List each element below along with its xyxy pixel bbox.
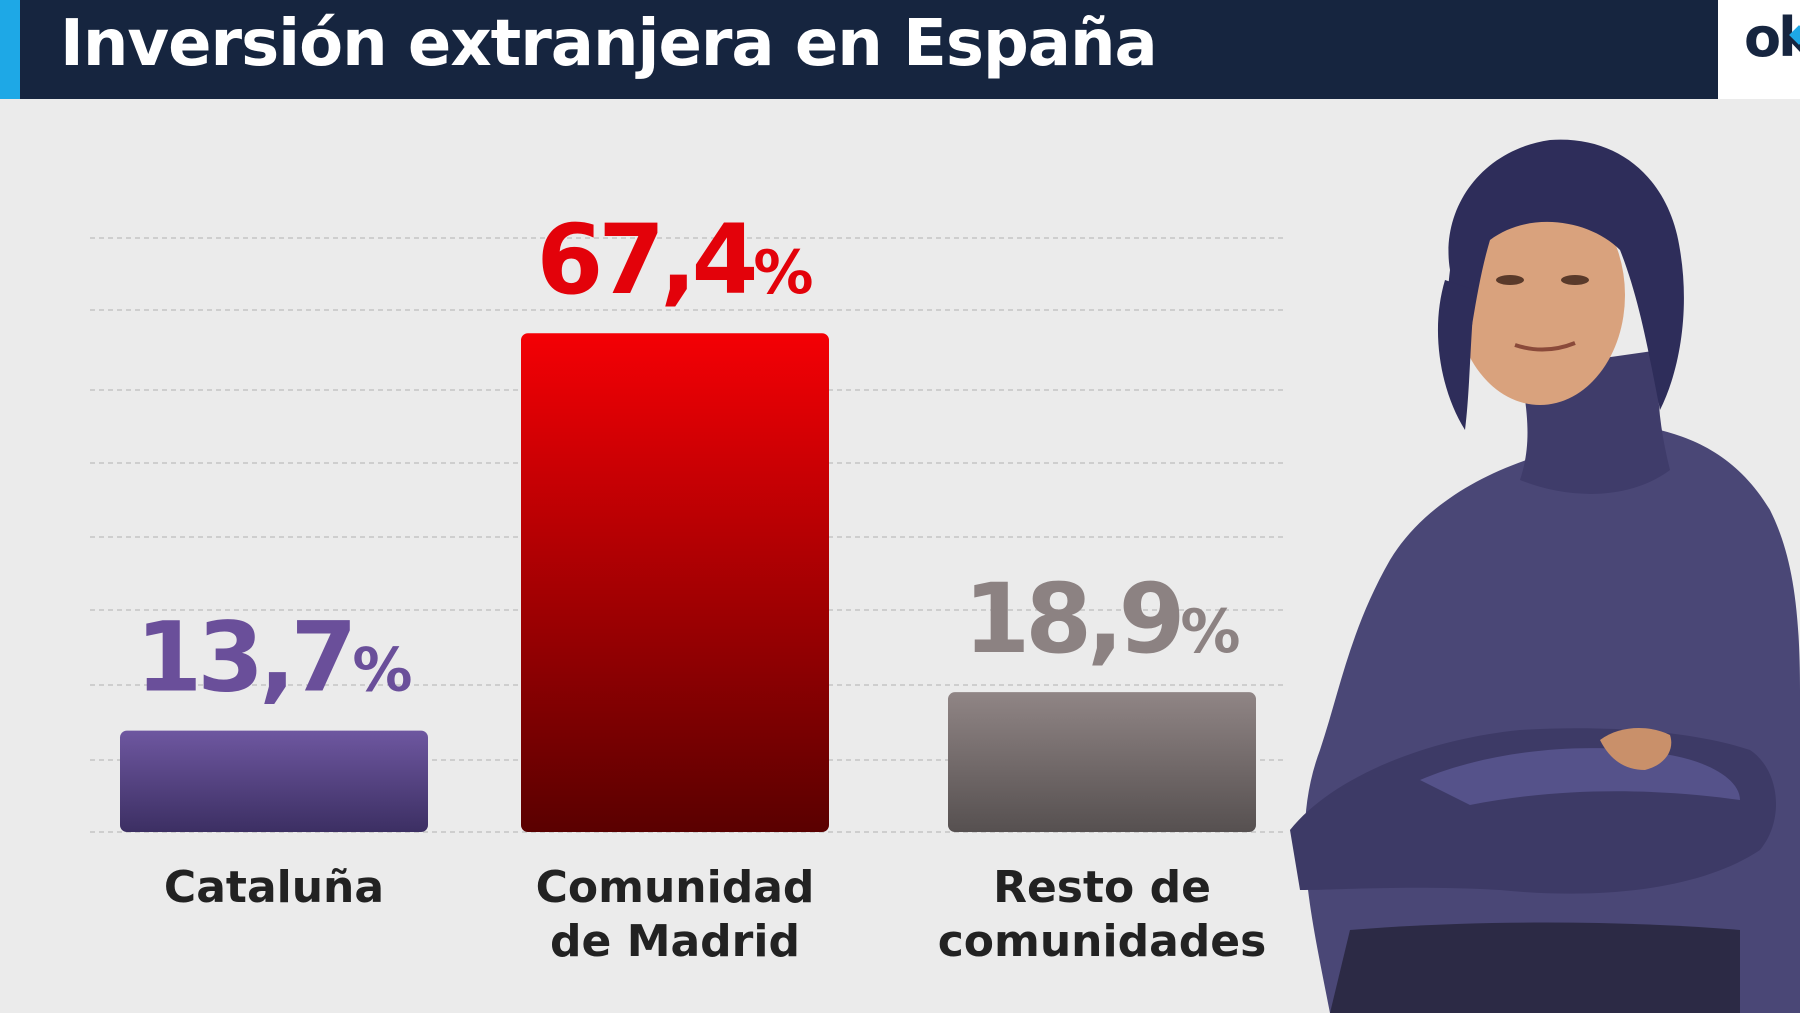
woman-arms-crossed-portrait-icon: [1290, 139, 1800, 1013]
value-unit: %: [352, 636, 412, 706]
category-label-2: Comunidad de Madrid: [536, 862, 815, 967]
logo[interactable]: ok: [1718, 0, 1800, 99]
value-number: 13,7: [136, 602, 353, 714]
category-label-3: Resto de comunidades: [938, 862, 1267, 967]
bar-3: [948, 692, 1256, 832]
bar-chart: 13,7% Cataluña 67,4% Comunidad de Madrid 18,9…: [90, 204, 1285, 967]
value-label-1: 13,7%: [136, 602, 413, 714]
bar-2: [521, 333, 829, 832]
header-accent-stripe: [0, 0, 20, 99]
labels: 13,7% Cataluña 67,4% Comunidad de Madrid 18,9…: [136, 204, 1267, 967]
value-number: 18,9: [964, 563, 1181, 675]
value-unit: %: [1180, 597, 1240, 667]
value-label-2: 67,4%: [537, 204, 814, 316]
bar-1: [120, 730, 428, 832]
category-label-1: Cataluña: [164, 862, 384, 913]
value-unit: %: [753, 238, 813, 308]
header-bar: [0, 0, 1718, 99]
bars: [120, 333, 1256, 832]
chart-title: Inversión extranjera en España: [60, 7, 1158, 81]
value-number: 67,4: [537, 204, 755, 316]
value-label-3: 18,9%: [964, 563, 1241, 675]
